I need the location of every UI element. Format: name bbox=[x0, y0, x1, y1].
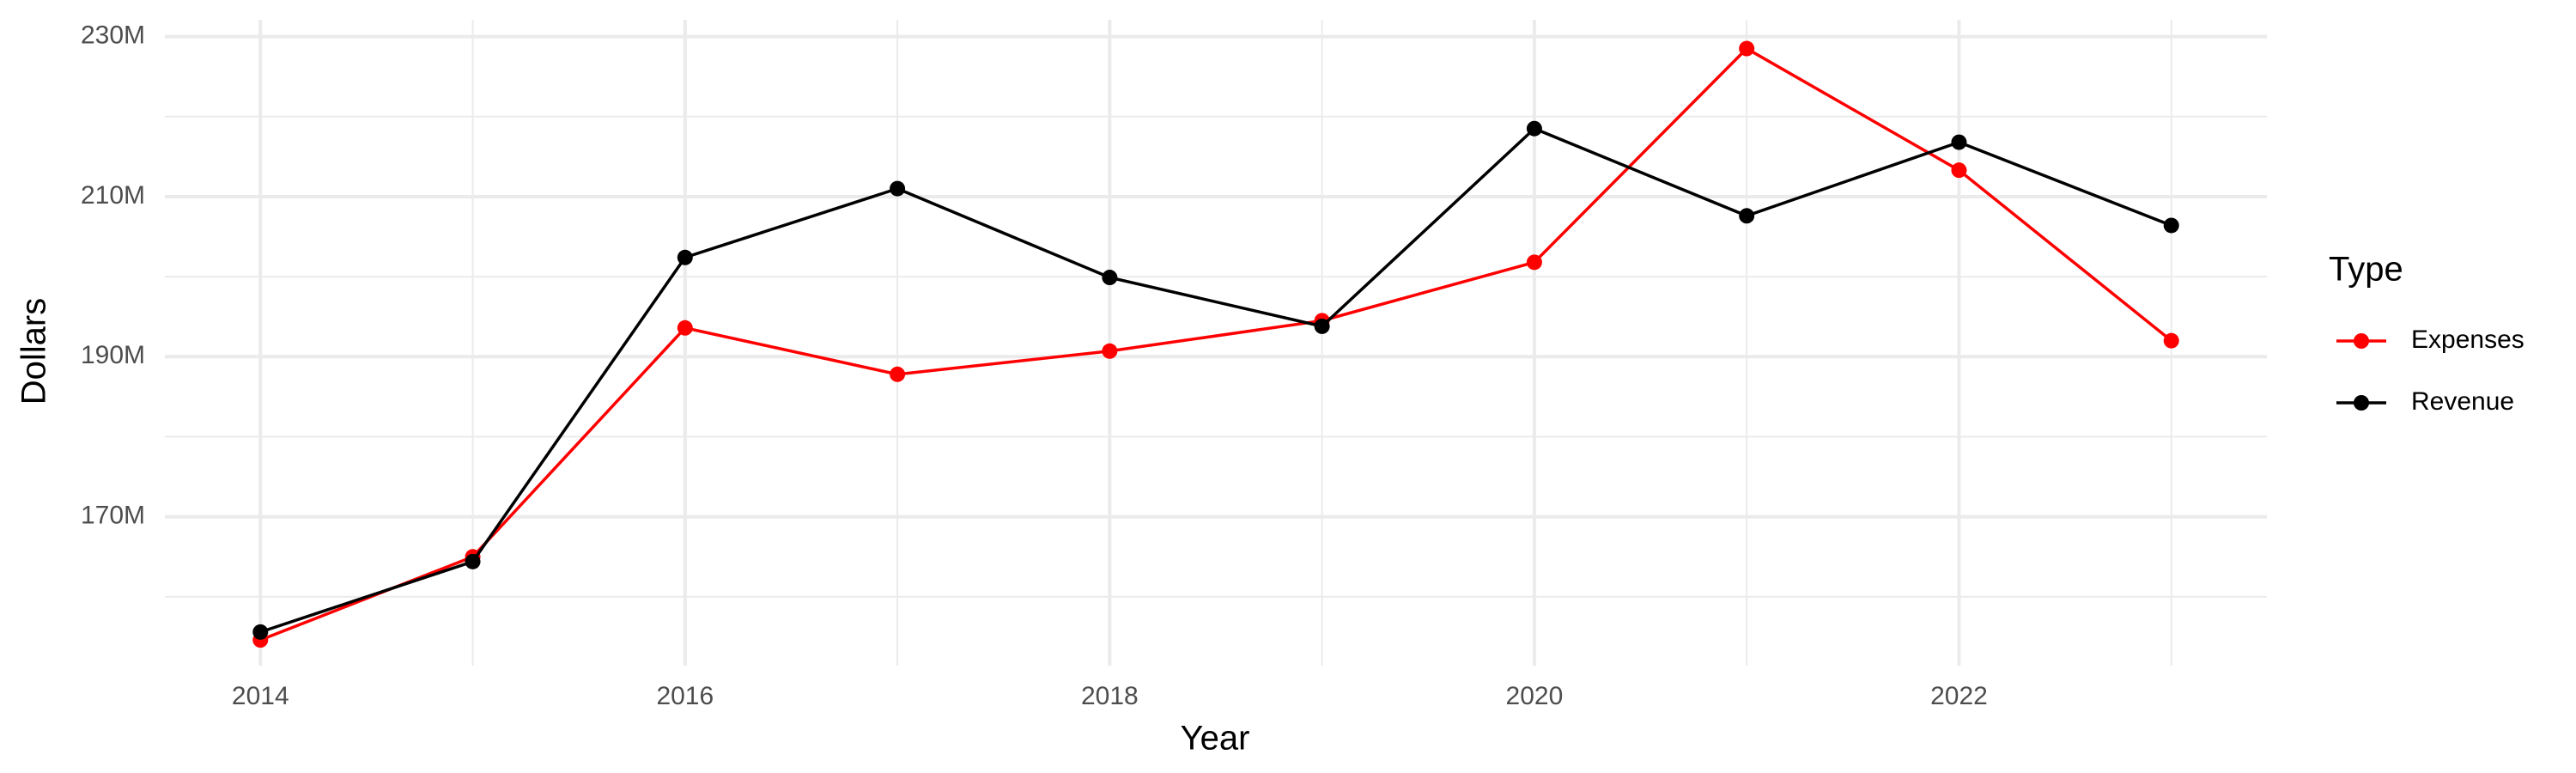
legend-key-point bbox=[2354, 333, 2369, 349]
point bbox=[2163, 332, 2179, 349]
point bbox=[1102, 343, 1118, 359]
point bbox=[677, 249, 693, 265]
point bbox=[1951, 134, 1967, 150]
series-line bbox=[259, 46, 2172, 642]
point bbox=[677, 320, 693, 336]
legend-label: Revenue bbox=[2411, 387, 2514, 416]
x-tick-label: 2014 bbox=[232, 682, 289, 710]
grid bbox=[165, 20, 2267, 666]
point bbox=[1526, 254, 1542, 271]
point bbox=[1526, 120, 1542, 137]
x-axis-title: Year bbox=[1181, 720, 1250, 758]
y-tick-label: 230M bbox=[81, 21, 145, 49]
x-tick-label: 2022 bbox=[1930, 682, 1988, 710]
point bbox=[1102, 270, 1118, 286]
point bbox=[1951, 162, 1967, 179]
point bbox=[1739, 208, 1755, 224]
point bbox=[1314, 318, 1330, 334]
point bbox=[890, 180, 906, 197]
x-tick-label: 2018 bbox=[1081, 682, 1139, 710]
point bbox=[890, 366, 906, 382]
y-tick-label: 210M bbox=[81, 181, 145, 210]
y-tick-label: 190M bbox=[81, 341, 145, 369]
legend-label: Expenses bbox=[2411, 326, 2524, 354]
y-axis-title: Dollars bbox=[15, 298, 53, 405]
y-tick-label: 170M bbox=[81, 502, 145, 530]
point bbox=[2163, 217, 2179, 234]
series-line bbox=[259, 126, 2172, 634]
point bbox=[465, 553, 481, 569]
x-tick-label: 2016 bbox=[656, 682, 714, 710]
point bbox=[252, 624, 269, 640]
point bbox=[1739, 40, 1755, 57]
x-tick-label: 2020 bbox=[1506, 682, 1564, 710]
legend-key-point bbox=[2354, 395, 2369, 411]
legend-title: Type bbox=[2329, 251, 2403, 289]
